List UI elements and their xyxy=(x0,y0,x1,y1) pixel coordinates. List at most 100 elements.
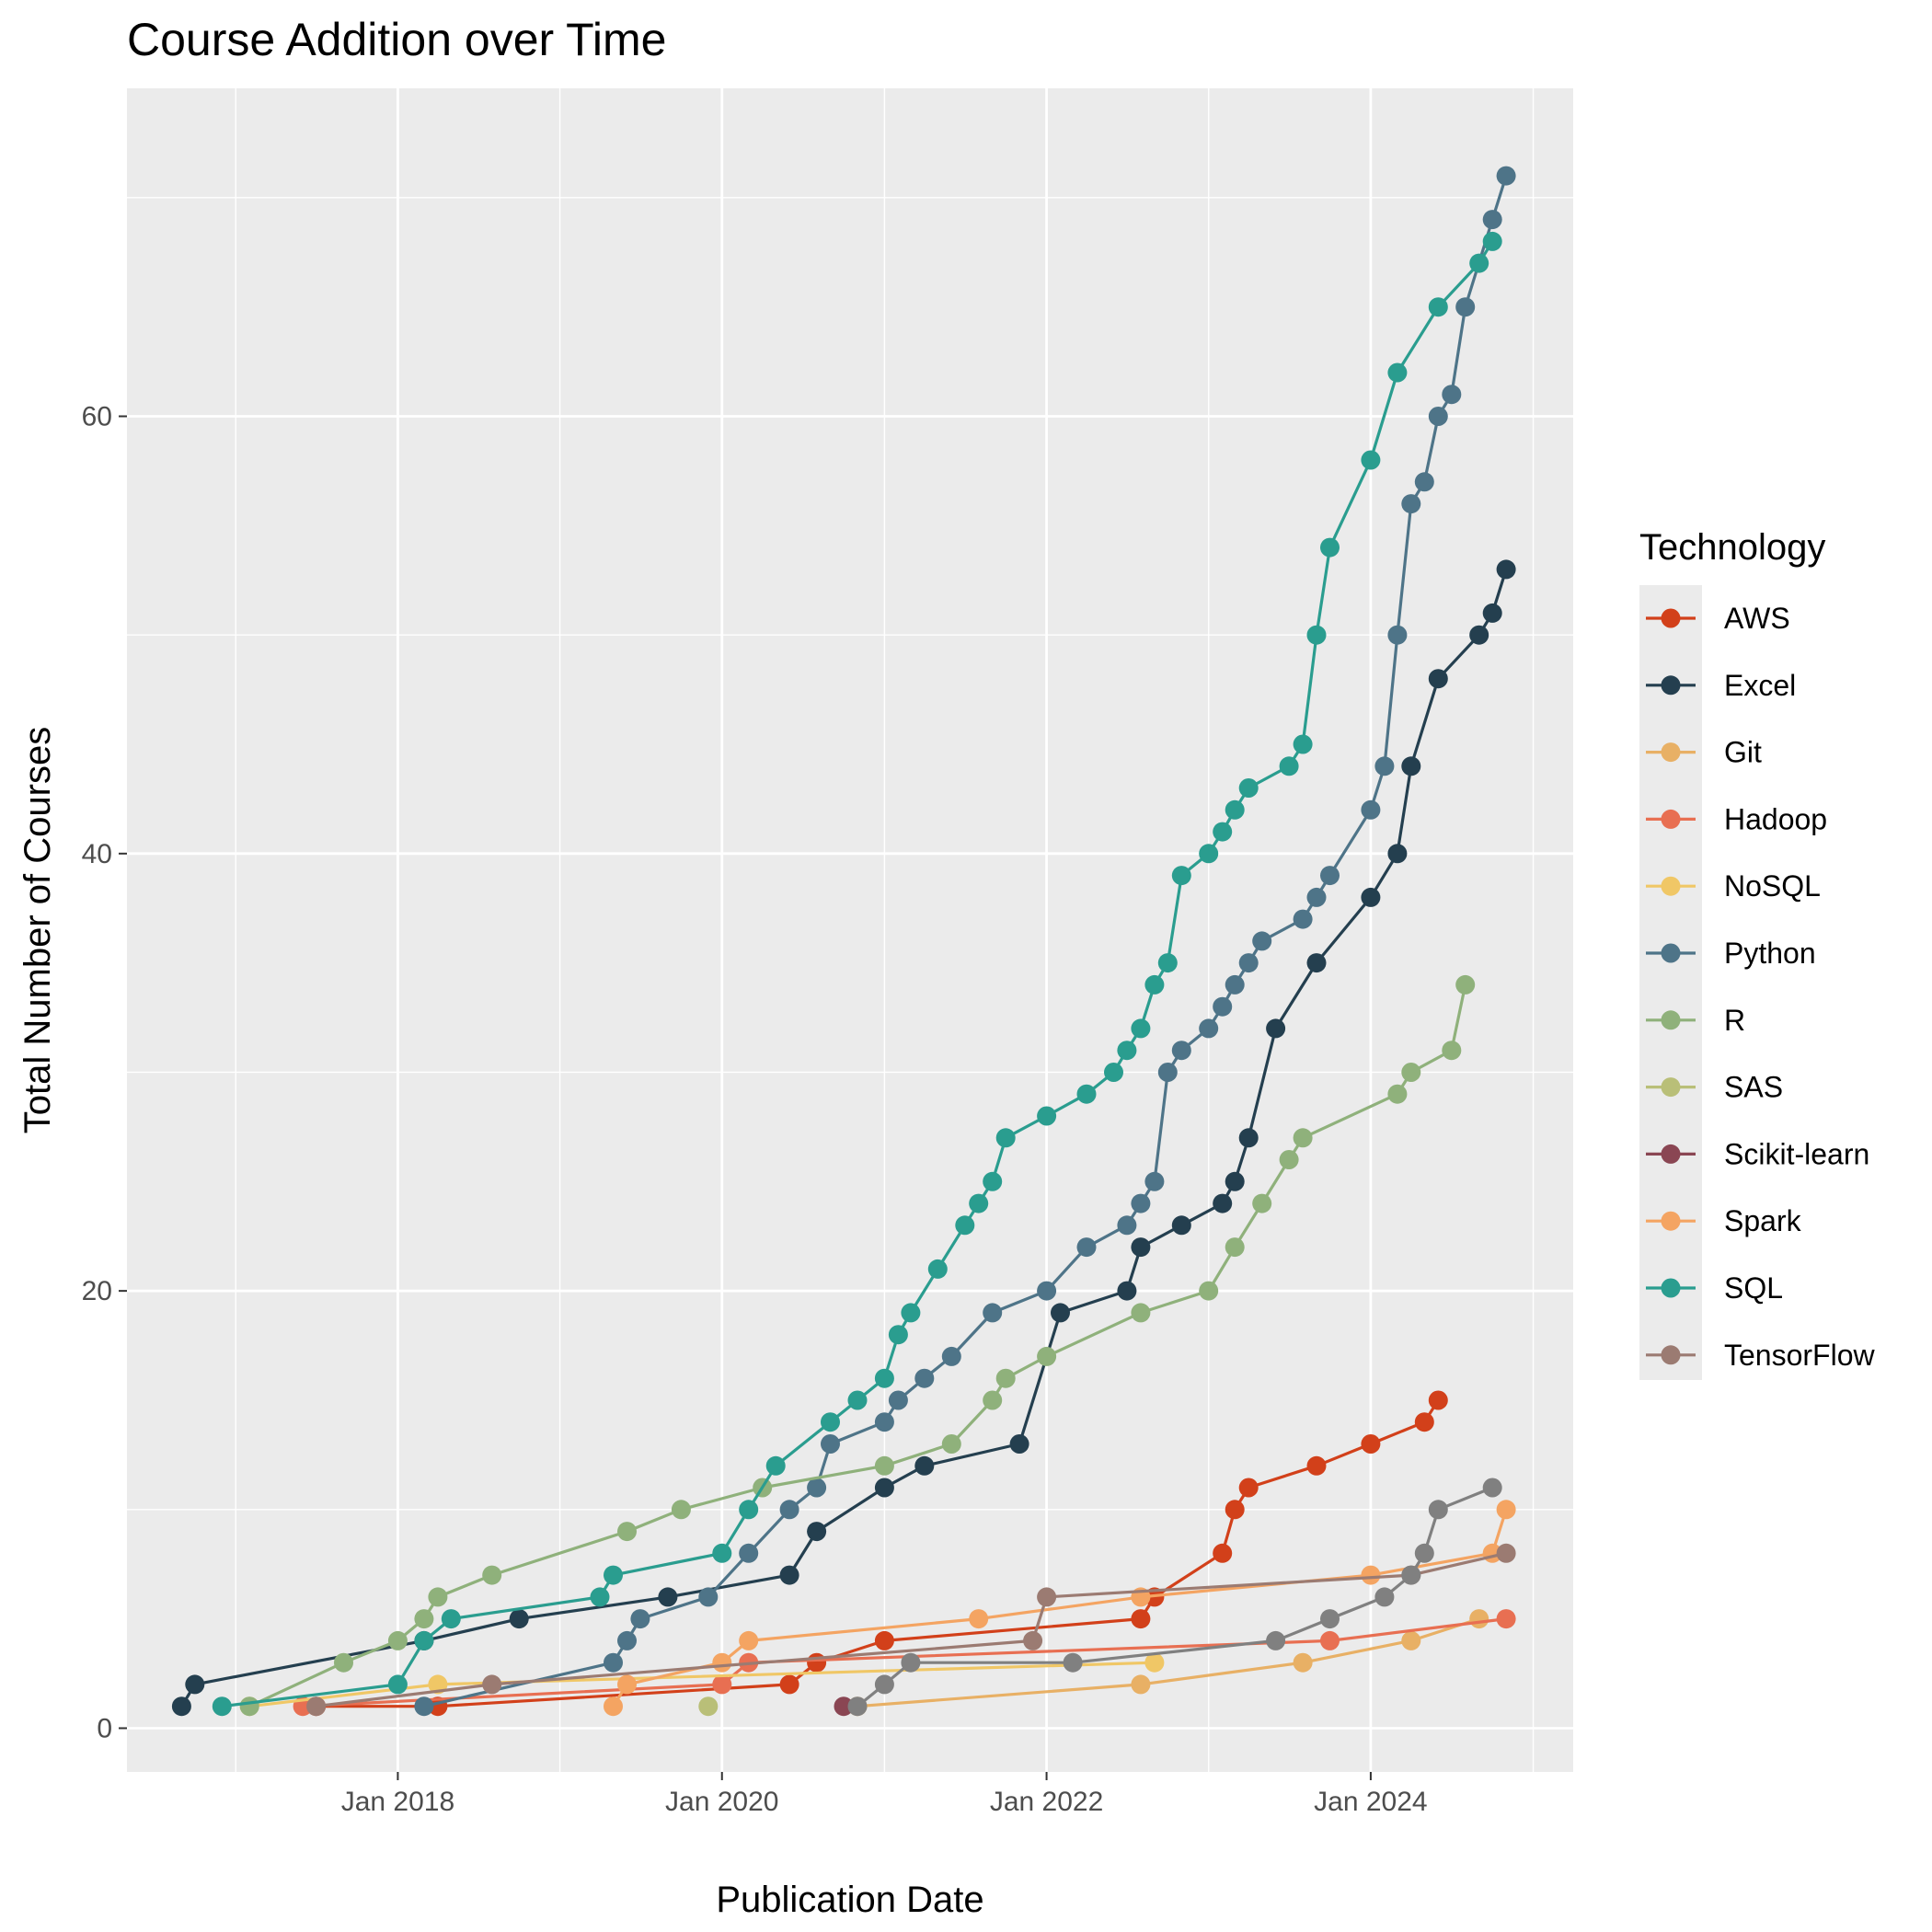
legend-item-excel: Excel xyxy=(1646,669,1796,702)
data-point-r-19 xyxy=(1293,1128,1313,1148)
data-point-hadoop-4 xyxy=(1496,1609,1516,1629)
data-point-python-8 xyxy=(821,1434,840,1454)
series-r xyxy=(239,974,1476,1717)
data-point-python-2 xyxy=(617,1630,637,1650)
data-point-tensorflow-2 xyxy=(1023,1630,1043,1650)
y-tick-label-2: 40 xyxy=(82,839,112,869)
data-point-sql-4 xyxy=(590,1587,610,1607)
data-point-sql-35 xyxy=(1361,450,1381,470)
data-point-excel-18 xyxy=(1306,953,1327,973)
data-point-r-6 xyxy=(617,1522,637,1542)
data-point-r-15 xyxy=(1199,1281,1219,1301)
data-point-python-34 xyxy=(1428,407,1448,426)
data-point-python-17 xyxy=(1131,1193,1151,1213)
series-unlabeled-1 xyxy=(847,1478,1502,1717)
data-point-excel-19 xyxy=(1361,887,1381,907)
data-point-r-23 xyxy=(1455,974,1476,995)
legend-key-point-sql xyxy=(1661,1278,1681,1298)
y-tick-label-3: 60 xyxy=(82,401,112,431)
data-point-python-33 xyxy=(1414,472,1434,492)
chart-title: Course Addition over Time xyxy=(127,14,666,65)
data-point-excel-1 xyxy=(185,1674,205,1695)
legend-key-point-spark xyxy=(1661,1211,1681,1231)
data-point-aws-8 xyxy=(1225,1500,1245,1520)
data-point-r-10 xyxy=(941,1434,961,1454)
series-sas xyxy=(698,1696,719,1717)
legend-label-python: Python xyxy=(1724,937,1816,970)
legend-item-spark: Spark xyxy=(1646,1204,1802,1237)
data-point-aws-5 xyxy=(1131,1609,1151,1629)
data-point-sql-16 xyxy=(969,1193,989,1213)
data-point-aws-3 xyxy=(807,1652,827,1673)
data-point-excel-7 xyxy=(874,1478,894,1498)
series-line-tensorflow xyxy=(316,1551,1507,1708)
data-point-excel-11 xyxy=(1117,1281,1137,1301)
data-point-sql-15 xyxy=(955,1215,975,1236)
legend-item-git: Git xyxy=(1646,736,1762,769)
data-point-r-17 xyxy=(1252,1193,1272,1213)
data-point-python-11 xyxy=(914,1368,935,1388)
legend-item-tensorflow: TensorFlow xyxy=(1646,1339,1876,1372)
data-point-python-16 xyxy=(1117,1215,1137,1236)
legend-key-point-nosql xyxy=(1661,876,1681,896)
data-point-sql-17 xyxy=(983,1171,1003,1191)
data-point-excel-25 xyxy=(1496,559,1516,580)
legend-item-sas: SAS xyxy=(1646,1071,1783,1104)
data-point-python-21 xyxy=(1199,1018,1219,1039)
data-point-r-0 xyxy=(239,1696,259,1717)
data-point-python-30 xyxy=(1374,756,1395,776)
data-point-hadoop-3 xyxy=(1320,1630,1340,1650)
x-tick-label-1: Jan 2020 xyxy=(665,1787,778,1817)
data-point-sql-28 xyxy=(1213,822,1233,842)
data-point-sql-6 xyxy=(712,1543,732,1563)
data-point-sql-23 xyxy=(1131,1018,1151,1039)
legend-item-python: Python xyxy=(1646,937,1816,970)
data-point-unlabeled-1-1 xyxy=(874,1674,894,1695)
data-point-sql-13 xyxy=(901,1303,921,1323)
data-point-excel-6 xyxy=(807,1522,827,1542)
data-point-python-20 xyxy=(1171,1041,1191,1061)
data-point-r-12 xyxy=(995,1368,1016,1388)
x-tick-label-0: Jan 2018 xyxy=(341,1787,454,1817)
data-point-r-7 xyxy=(671,1500,691,1520)
data-point-python-13 xyxy=(983,1303,1003,1323)
legend-key-point-python xyxy=(1661,943,1681,963)
data-point-sql-8 xyxy=(765,1455,786,1476)
data-point-tensorflow-0 xyxy=(306,1696,327,1717)
data-point-python-15 xyxy=(1076,1237,1097,1258)
data-point-git-1 xyxy=(1131,1674,1151,1695)
data-point-sql-19 xyxy=(1037,1106,1057,1126)
data-point-unlabeled-1-9 xyxy=(1428,1500,1448,1520)
major-gridlines xyxy=(127,88,1573,1772)
data-point-git-4 xyxy=(1469,1609,1489,1629)
data-point-excel-21 xyxy=(1401,756,1421,776)
legend-item-scikit-learn: Scikit-learn xyxy=(1646,1137,1869,1170)
data-point-excel-20 xyxy=(1387,844,1408,864)
y-axis-title: Total Number of Courses xyxy=(17,727,58,1133)
legend-label-r: R xyxy=(1724,1004,1745,1037)
data-point-scikit-learn-0 xyxy=(834,1696,854,1717)
data-point-python-27 xyxy=(1306,887,1327,907)
data-point-excel-0 xyxy=(171,1696,191,1717)
data-point-unlabeled-1-0 xyxy=(847,1696,868,1717)
data-point-excel-24 xyxy=(1482,603,1502,623)
data-point-unlabeled-1-5 xyxy=(1320,1609,1340,1629)
data-point-aws-11 xyxy=(1361,1434,1381,1454)
legend-key-point-hadoop xyxy=(1661,809,1681,829)
data-point-r-11 xyxy=(983,1390,1003,1410)
data-point-sql-31 xyxy=(1279,756,1299,776)
data-point-tensorflow-1 xyxy=(482,1674,502,1695)
data-point-hadoop-1 xyxy=(712,1674,732,1695)
data-point-spark-0 xyxy=(604,1696,623,1717)
y-tick-labels: 0 20 40 60 xyxy=(82,401,112,1743)
data-point-python-25 xyxy=(1252,931,1272,951)
data-point-r-5 xyxy=(482,1565,502,1585)
legend-label-excel: Excel xyxy=(1724,669,1796,702)
data-point-unlabeled-1-10 xyxy=(1482,1478,1502,1498)
data-point-git-2 xyxy=(1293,1652,1313,1673)
data-point-sql-5 xyxy=(604,1565,623,1585)
legend-item-sql: SQL xyxy=(1646,1271,1783,1305)
data-point-sql-37 xyxy=(1428,297,1448,317)
data-point-sql-0 xyxy=(212,1696,232,1717)
